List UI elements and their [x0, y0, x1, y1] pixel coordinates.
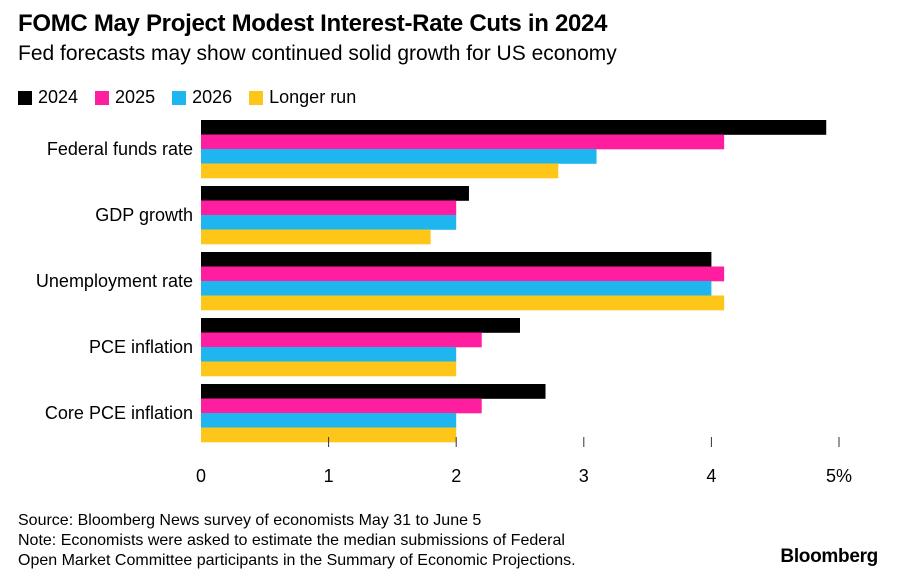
bar-pce-inflation-2025 — [201, 332, 482, 348]
source-note: Source: Bloomberg News survey of economi… — [18, 512, 482, 529]
legend-item-2025: 2025 — [95, 87, 155, 108]
bar-unemployment-rate-2026 — [201, 281, 712, 296]
x-tick-label: 1 — [324, 466, 334, 486]
bar-pce-inflation-2024 — [201, 318, 520, 333]
bloomberg-logo: Bloomberg — [780, 546, 878, 567]
legend-label: 2026 — [192, 87, 233, 107]
bar-federal-funds-rate-2024 — [201, 120, 827, 135]
note-line-1: Note: Economists were asked to estimate … — [18, 532, 565, 549]
bar-pce-inflation-longer-run — [201, 361, 457, 377]
bar-pce-inflation-2026 — [201, 347, 457, 362]
legend-label: 2024 — [38, 87, 79, 107]
bar-unemployment-rate-2025 — [201, 266, 725, 282]
x-tick-label: 4 — [706, 466, 716, 486]
x-tick-label: 2 — [451, 466, 461, 486]
legend-swatch — [172, 90, 187, 105]
category-label: GDP growth — [95, 205, 193, 225]
bar-core-pce-inflation-2025 — [201, 398, 482, 414]
legend-label: Longer run — [269, 87, 357, 107]
bar-federal-funds-rate-2026 — [201, 149, 597, 164]
chart-title: FOMC May Project Modest Interest-Rate Cu… — [18, 10, 608, 37]
legend-swatch — [249, 90, 264, 105]
category-label: Unemployment rate — [36, 271, 193, 291]
bar-core-pce-inflation-2024 — [201, 384, 546, 399]
bar-core-pce-inflation-2026 — [201, 413, 457, 428]
bar-chart: Federal funds rate GDP growth Unemployment… — [36, 120, 852, 486]
bar-gdp-growth-2025 — [201, 200, 457, 216]
bar-unemployment-rate-longer-run — [201, 295, 725, 311]
category-label: Core PCE inflation — [45, 403, 193, 423]
x-tick-label: 5% — [826, 466, 852, 486]
bar-gdp-growth-2026 — [201, 215, 457, 230]
legend-item-2024: 2024 — [18, 87, 78, 108]
bar-core-pce-inflation-longer-run — [201, 427, 457, 443]
category-label: PCE inflation — [89, 337, 193, 357]
bar-gdp-growth-2024 — [201, 186, 469, 201]
bar-federal-funds-rate-2025 — [201, 134, 725, 150]
note-line-2: Open Market Committee participants in th… — [18, 552, 576, 569]
legend: 2024 2025 2026 Longer run — [18, 87, 373, 108]
legend-item-2026: 2026 — [172, 87, 232, 108]
x-tick-label: 0 — [196, 466, 206, 486]
footer-notes: Source: Bloomberg News survey of economi… — [18, 511, 576, 571]
chart-subtitle: Fed forecasts may show continued solid g… — [18, 42, 617, 65]
legend-swatch — [95, 90, 110, 105]
bar-unemployment-rate-2024 — [201, 252, 712, 267]
bar-gdp-growth-longer-run — [201, 229, 431, 245]
category-label: Federal funds rate — [47, 139, 193, 159]
legend-item-longer-run: Longer run — [249, 87, 356, 108]
bar-federal-funds-rate-longer-run — [201, 163, 559, 179]
legend-label: 2025 — [115, 87, 156, 107]
x-tick-label: 3 — [579, 466, 589, 486]
legend-swatch — [18, 90, 32, 105]
